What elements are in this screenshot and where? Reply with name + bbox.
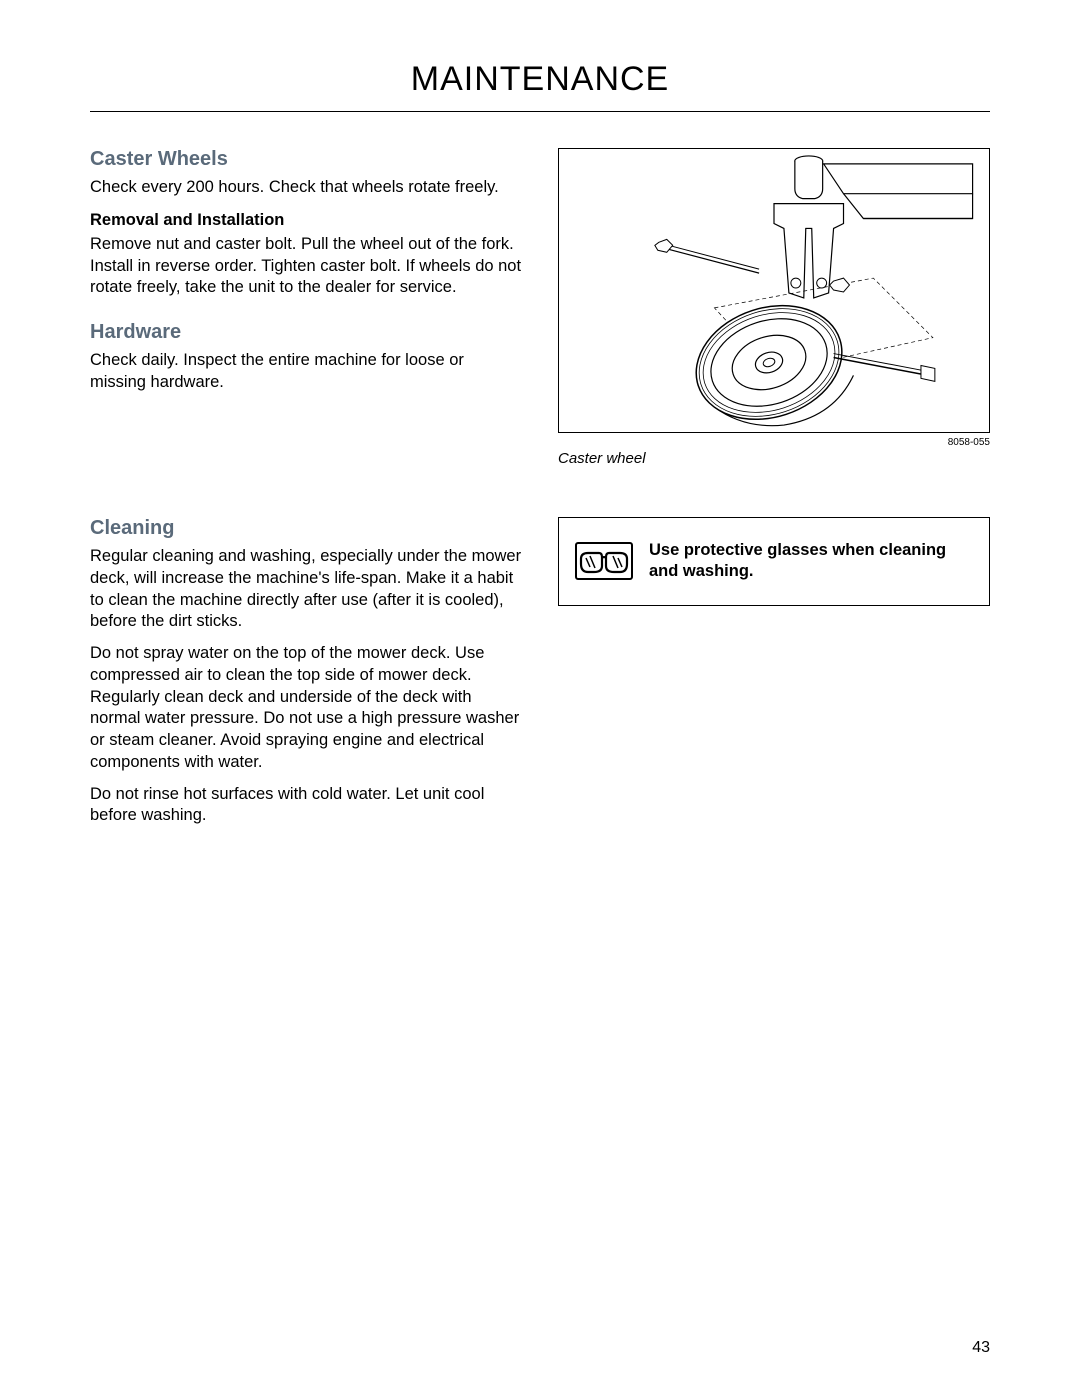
upper-section: Caster Wheels Check every 200 hours. Che…: [90, 148, 990, 467]
safety-glasses-icon: [575, 542, 633, 580]
cleaning-body1: Regular cleaning and washing, especially…: [90, 546, 522, 633]
caster-subheading: Removal and Installation: [90, 211, 522, 230]
lower-right-column: Use protective glasses when cleaning and…: [558, 517, 990, 849]
caster-heading: Caster Wheels: [90, 148, 522, 171]
hardware-body: Check daily. Inspect the entire machine …: [90, 350, 522, 394]
lower-left-column: Cleaning Regular cleaning and washing, e…: [90, 517, 522, 849]
cleaning-heading: Cleaning: [90, 517, 522, 540]
upper-left-column: Caster Wheels Check every 200 hours. Che…: [90, 148, 522, 467]
caster-body1: Check every 200 hours. Check that wheels…: [90, 177, 522, 199]
safety-warning-box: Use protective glasses when cleaning and…: [558, 517, 990, 606]
cleaning-section: Cleaning Regular cleaning and washing, e…: [90, 517, 522, 827]
caster-wheel-figure: [558, 148, 990, 433]
hardware-heading: Hardware: [90, 321, 522, 344]
page-title: MAINTENANCE: [90, 60, 990, 112]
upper-right-column: 8058-055 Caster wheel: [558, 148, 990, 467]
page-number: 43: [972, 1339, 990, 1357]
caster-body2: Remove nut and caster bolt. Pull the whe…: [90, 234, 522, 299]
figure-code: 8058-055: [558, 437, 990, 448]
cleaning-body3: Do not rinse hot surfaces with cold wate…: [90, 784, 522, 828]
lower-section: Cleaning Regular cleaning and washing, e…: [90, 517, 990, 849]
caster-wheels-section: Caster Wheels Check every 200 hours. Che…: [90, 148, 522, 299]
hardware-section: Hardware Check daily. Inspect the entire…: [90, 321, 522, 394]
figure-caption: Caster wheel: [558, 450, 990, 467]
warning-text: Use protective glasses when cleaning and…: [649, 540, 973, 583]
caster-wheel-diagram: [559, 149, 989, 432]
cleaning-body2: Do not spray water on the top of the mow…: [90, 643, 522, 774]
